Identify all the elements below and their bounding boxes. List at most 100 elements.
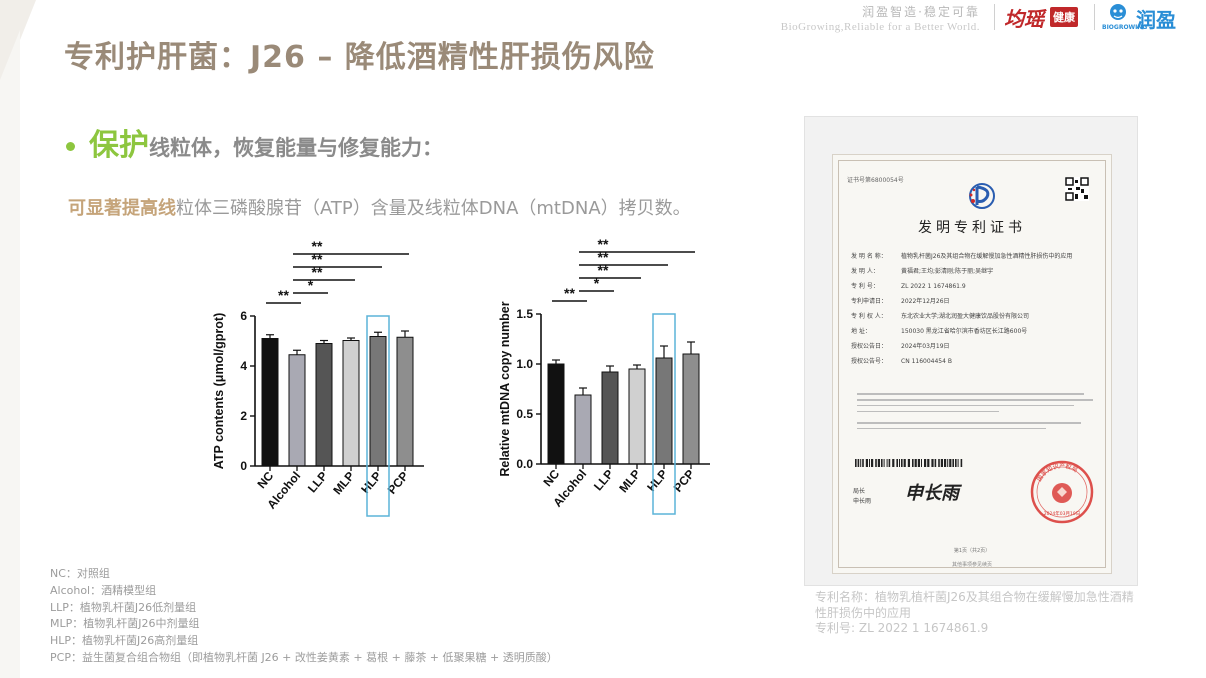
barcode-bar bbox=[949, 459, 952, 467]
certificate-field: 授权公告日： 2024年03月19日 bbox=[851, 341, 1099, 356]
certificate-title: 发明专利证书 bbox=[918, 220, 1026, 236]
field-value: 2022年12月26日 bbox=[901, 298, 950, 305]
certificate-field: 授权公告号： CN 116004454 B bbox=[851, 356, 1099, 371]
barcode-bar bbox=[952, 459, 954, 467]
y-tick-label: 0.5 bbox=[516, 407, 533, 421]
bar bbox=[315, 343, 333, 467]
significance-label: ** bbox=[598, 238, 609, 252]
junyao-logo-text: 均瑶 bbox=[1004, 7, 1044, 31]
significance-label: ** bbox=[278, 287, 289, 303]
header-slogan: 润盈智造·稳定可靠 BioGrowing,Reliable for a Bett… bbox=[740, 3, 980, 33]
runying-logo-text: 润盈 bbox=[1136, 8, 1176, 32]
barcode-bar bbox=[888, 459, 891, 467]
patent-name: 专利名称：植物乳植杆菌J26及其组合物在缓解慢加急性酒精性肝损伤中的应用 bbox=[815, 590, 1134, 620]
x-tick-label: NC bbox=[540, 467, 562, 490]
bar bbox=[288, 354, 306, 467]
bar bbox=[655, 357, 673, 465]
significance-label: ** bbox=[598, 262, 609, 278]
certificate-field: 专利申请日： 2022年12月26日 bbox=[851, 296, 1099, 311]
runying-logo: BIOGROWING 润盈 bbox=[1102, 2, 1198, 32]
patent-caption: 专利名称：植物乳植杆菌J26及其组合物在缓解慢加急性酒精性肝损伤中的应用 专利号… bbox=[815, 590, 1145, 637]
legend-item: NC：对照组 bbox=[50, 567, 110, 580]
patent-certificate: 证书号第6800054号 发明专利证书 发 明 名 称： 植物乳杆菌J26及其组合… bbox=[832, 154, 1112, 574]
significance-label: ** bbox=[312, 251, 323, 267]
field-value: 黄福君;王均;彭清刚;陈于丽;吴继宇 bbox=[901, 268, 994, 275]
x-tick-label: MLP bbox=[330, 469, 357, 497]
certificate-field: 发 明 名 称： 植物乳杆菌J26及其组合物在缓解慢加急性酒精性肝损伤中的应用 bbox=[851, 251, 1099, 266]
y-tick-label: 1.0 bbox=[516, 357, 533, 371]
x-tick-label: LLP bbox=[305, 469, 330, 495]
barcode-bar bbox=[886, 459, 888, 467]
barcode-bar bbox=[934, 459, 937, 467]
significance-label: ** bbox=[598, 249, 609, 265]
barcode-bar bbox=[944, 459, 947, 467]
significance-label: * bbox=[308, 277, 314, 293]
barcode-bar bbox=[914, 459, 917, 467]
bar bbox=[342, 340, 360, 467]
barcode-bar bbox=[955, 459, 957, 467]
certificate-field: 发 明 人： 黄福君;王均;彭清刚;陈于丽;吴继宇 bbox=[851, 266, 1099, 281]
barcode-bar bbox=[862, 459, 864, 467]
qr-code-icon bbox=[1065, 177, 1089, 201]
certificate-page-number: 第1页（共2页） bbox=[953, 548, 991, 554]
certificate-field: 专 利 号： ZL 2022 1 1674861.9 bbox=[851, 281, 1099, 296]
barcode-bar bbox=[860, 459, 862, 467]
y-tick-label: 0 bbox=[240, 459, 247, 473]
significance-label: * bbox=[594, 275, 600, 291]
barcode-bar bbox=[903, 459, 906, 467]
slogan-chinese: 润盈智造·稳定可靠 bbox=[862, 5, 980, 19]
bar bbox=[601, 371, 619, 465]
runying-mascot-icon bbox=[1110, 4, 1126, 20]
certificate-number: 证书号第6800054号 bbox=[847, 177, 904, 184]
barcode-bar bbox=[875, 459, 877, 467]
field-label: 授权公告日： bbox=[851, 343, 888, 350]
bullet-emphasis: 保护 bbox=[89, 128, 149, 163]
barcode-icon bbox=[855, 459, 963, 467]
certificate-border bbox=[838, 160, 1106, 568]
barcode-bar bbox=[892, 459, 895, 467]
y-axis-label: Relative mtDNA copy number bbox=[498, 301, 512, 476]
y-tick-label: 1.5 bbox=[516, 307, 533, 321]
legend-item: LLP：植物乳杆菌J26低剂量组 bbox=[50, 600, 197, 614]
barcode-bar bbox=[960, 459, 963, 467]
barcode-bar bbox=[855, 459, 857, 467]
bar bbox=[628, 368, 646, 465]
mtdna-chart: 0.0 0.5 1.0 1.5 Relative mtDNA copy number NC… bbox=[498, 238, 710, 515]
bullet-text: 线粒体，恢复能量与修复能力： bbox=[149, 136, 443, 160]
y-tick-label: 0.0 bbox=[516, 457, 533, 471]
field-label: 专 利 权 人： bbox=[851, 313, 887, 320]
field-label: 发 明 人： bbox=[851, 268, 879, 275]
signatory-name: 申长雨 bbox=[853, 498, 872, 505]
barcode-bar bbox=[896, 459, 898, 467]
barcode-bar bbox=[938, 459, 940, 467]
legend-item: MLP：植物乳杆菌J26中剂量组 bbox=[50, 617, 200, 631]
barcode-bar bbox=[869, 459, 870, 467]
signatory-title: 局长 bbox=[853, 488, 866, 495]
field-value: 植物乳杆菌J26及其组合物在缓解慢加急性酒精性肝损伤中的应用 bbox=[901, 253, 1073, 260]
significance-label: ** bbox=[312, 240, 323, 254]
bullet-dot-icon bbox=[66, 142, 75, 151]
x-tick-label: NC bbox=[254, 469, 276, 492]
barcode-bar bbox=[921, 459, 922, 467]
field-label: 专 利 号： bbox=[851, 283, 879, 290]
junyao-logo: 均瑶 健康 bbox=[1004, 3, 1090, 31]
field-value: CN 116004454 B bbox=[901, 358, 952, 365]
barcode-bar bbox=[931, 459, 934, 467]
bar bbox=[396, 336, 414, 467]
barcode-bar bbox=[947, 459, 949, 467]
y-tick-label: 4 bbox=[240, 359, 247, 373]
field-value: 2024年03月19日 bbox=[901, 343, 950, 350]
bullet-point: 保护线粒体，恢复能量与修复能力： bbox=[66, 120, 443, 164]
bar bbox=[682, 353, 700, 465]
barcode-bar bbox=[877, 459, 880, 467]
barcode-bar bbox=[899, 459, 900, 467]
bar bbox=[261, 338, 279, 467]
barcode-bar bbox=[912, 459, 914, 467]
group-legend: NC：对照组 Alcohol：酒精模型组 LLP：植物乳杆菌J26低剂量组 ML… bbox=[50, 566, 558, 667]
slogan-english: BioGrowing,Reliable for a Better World. bbox=[780, 21, 980, 33]
barcode-bar bbox=[857, 459, 860, 467]
barcode-bar bbox=[927, 459, 930, 467]
barcode-bar bbox=[907, 459, 910, 467]
barcode-bar bbox=[865, 459, 868, 467]
